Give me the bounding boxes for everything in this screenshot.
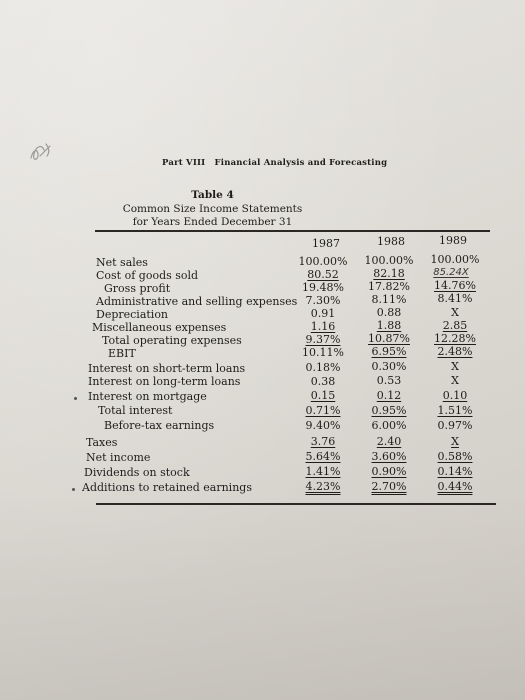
row-label-dividends: Dividends on stock: [84, 466, 190, 479]
table-title: Common Size Income Statements: [122, 203, 303, 215]
part-title: Financial Analysis and Forecasting: [214, 158, 388, 168]
cell-1987-retained: 4.23%: [305, 480, 341, 493]
part-number: Part VIII: [162, 158, 206, 168]
cell-1987-net-income: 5.64%: [305, 450, 341, 463]
cell-1989-ebit: 2.48%: [437, 345, 473, 358]
cell-1988-total-operating: 10.87%: [368, 332, 410, 345]
cell-1989-admin: 8.41%: [437, 292, 473, 305]
cell-1987-total-interest: 0.71%: [305, 404, 341, 417]
cell-1987-int-long: 0.38: [310, 375, 336, 388]
cell-1989-misc: 2.85: [442, 319, 468, 332]
table-bottom-rule: [96, 503, 496, 505]
cell-1988-dividends: 0.90%: [371, 465, 407, 478]
cell-1988-int-mortgage: 0.12: [376, 389, 402, 402]
cell-1987-cogs: 80.52: [307, 268, 339, 281]
cell-1987-depreciation: 0.91: [310, 307, 336, 320]
cell-1987-net-sales: 100.00%: [298, 255, 348, 268]
cell-1988-ebit: 6.95%: [371, 345, 407, 358]
table-number: Table 4: [191, 189, 234, 201]
row-label-total-operating: Total operating expenses: [102, 334, 242, 347]
cell-1987-ebit: 10.11%: [302, 346, 344, 359]
cell-1988-depreciation: 0.88: [376, 306, 402, 319]
row-label-int-mortgage: Interest on mortgage: [88, 390, 207, 403]
cell-1988-cogs: 82.18: [373, 267, 405, 280]
row-label-net-income: Net income: [86, 451, 151, 464]
cell-1988-before-tax: 6.00%: [371, 419, 407, 432]
row-label-depreciation: Depreciation: [96, 308, 169, 321]
cell-1989-int-short: X: [451, 360, 459, 373]
cell-1988-int-short: 0.30%: [371, 360, 407, 373]
row-label-total-interest: Total interest: [98, 404, 173, 417]
cell-1989-taxes: X: [451, 435, 459, 448]
row-label-net-sales: Net sales: [96, 256, 148, 269]
cell-1987-int-short: 0.18%: [305, 361, 341, 374]
cell-1989-net-income: 0.58%: [437, 450, 473, 463]
year-header: 1988: [377, 235, 405, 248]
cell-1989-retained: 0.44%: [437, 480, 473, 493]
margin-dot: [74, 397, 77, 400]
cell-1988-total-interest: 0.95%: [371, 404, 407, 417]
cell-1988-retained: 2.70%: [371, 480, 407, 493]
cell-1989-total-interest: 1.51%: [437, 404, 473, 417]
cell-1989-before-tax: 0.97%: [437, 419, 473, 432]
table-top-rule: [95, 230, 490, 232]
cell-1988-misc: 1.88: [376, 319, 402, 332]
cell-1989-depreciation: X: [451, 306, 459, 319]
cell-1987-gross-profit: 19.48%: [302, 281, 344, 294]
cell-1988-net-income: 3.60%: [371, 450, 407, 463]
row-label-int-long: Interest on long-term loans: [88, 375, 241, 388]
year-header: 1989: [439, 234, 467, 247]
cell-1989-int-mortgage: 0.10: [442, 389, 468, 402]
row-label-cogs: Cost of goods sold: [96, 269, 199, 282]
cell-1987-misc: 1.16: [310, 320, 336, 333]
cell-1989-cogs: 85.24X: [433, 267, 469, 278]
row-label-admin: Administrative and selling expenses: [96, 295, 298, 308]
cell-1989-gross-profit: 14.76%: [434, 279, 476, 292]
cell-1989-int-long: X: [451, 374, 459, 387]
year-header: 1987: [312, 237, 340, 250]
cell-1988-int-long: 0.53: [376, 374, 402, 387]
row-label-taxes: Taxes: [86, 436, 118, 449]
cell-1989-net-sales: 100.00%: [430, 253, 480, 266]
handwritten-scribble-icon: [30, 143, 51, 160]
row-label-gross-profit: Gross profit: [104, 282, 171, 295]
cell-1988-net-sales: 100.00%: [364, 254, 414, 267]
margin-dot: [72, 488, 75, 491]
cell-1988-admin: 8.11%: [371, 293, 407, 306]
table-subtitle: for Years Ended December 31: [132, 216, 293, 228]
cell-1987-total-operating: 9.37%: [305, 333, 341, 346]
row-label-before-tax: Before-tax earnings: [104, 419, 215, 432]
cell-1989-dividends: 0.14%: [437, 465, 473, 478]
cell-1987-admin: 7.30%: [305, 294, 341, 307]
cell-1988-gross-profit: 17.82%: [368, 280, 410, 293]
page-header: Part VIII Financial Analysis and Forecas…: [162, 158, 387, 168]
cell-1987-before-tax: 9.40%: [305, 419, 341, 432]
cell-1988-taxes: 2.40: [376, 435, 402, 448]
cell-1987-taxes: 3.76: [310, 435, 336, 448]
cell-1987-dividends: 1.41%: [305, 465, 341, 478]
row-label-int-short: Interest on short-term loans: [88, 362, 246, 375]
row-label-misc: Miscellaneous expenses: [92, 321, 227, 334]
cell-1987-int-mortgage: 0.15: [310, 389, 336, 402]
cell-1989-total-operating: 12.28%: [434, 332, 476, 345]
row-label-retained: Additions to retained earnings: [82, 481, 252, 494]
row-label-ebit: EBIT: [108, 347, 136, 360]
